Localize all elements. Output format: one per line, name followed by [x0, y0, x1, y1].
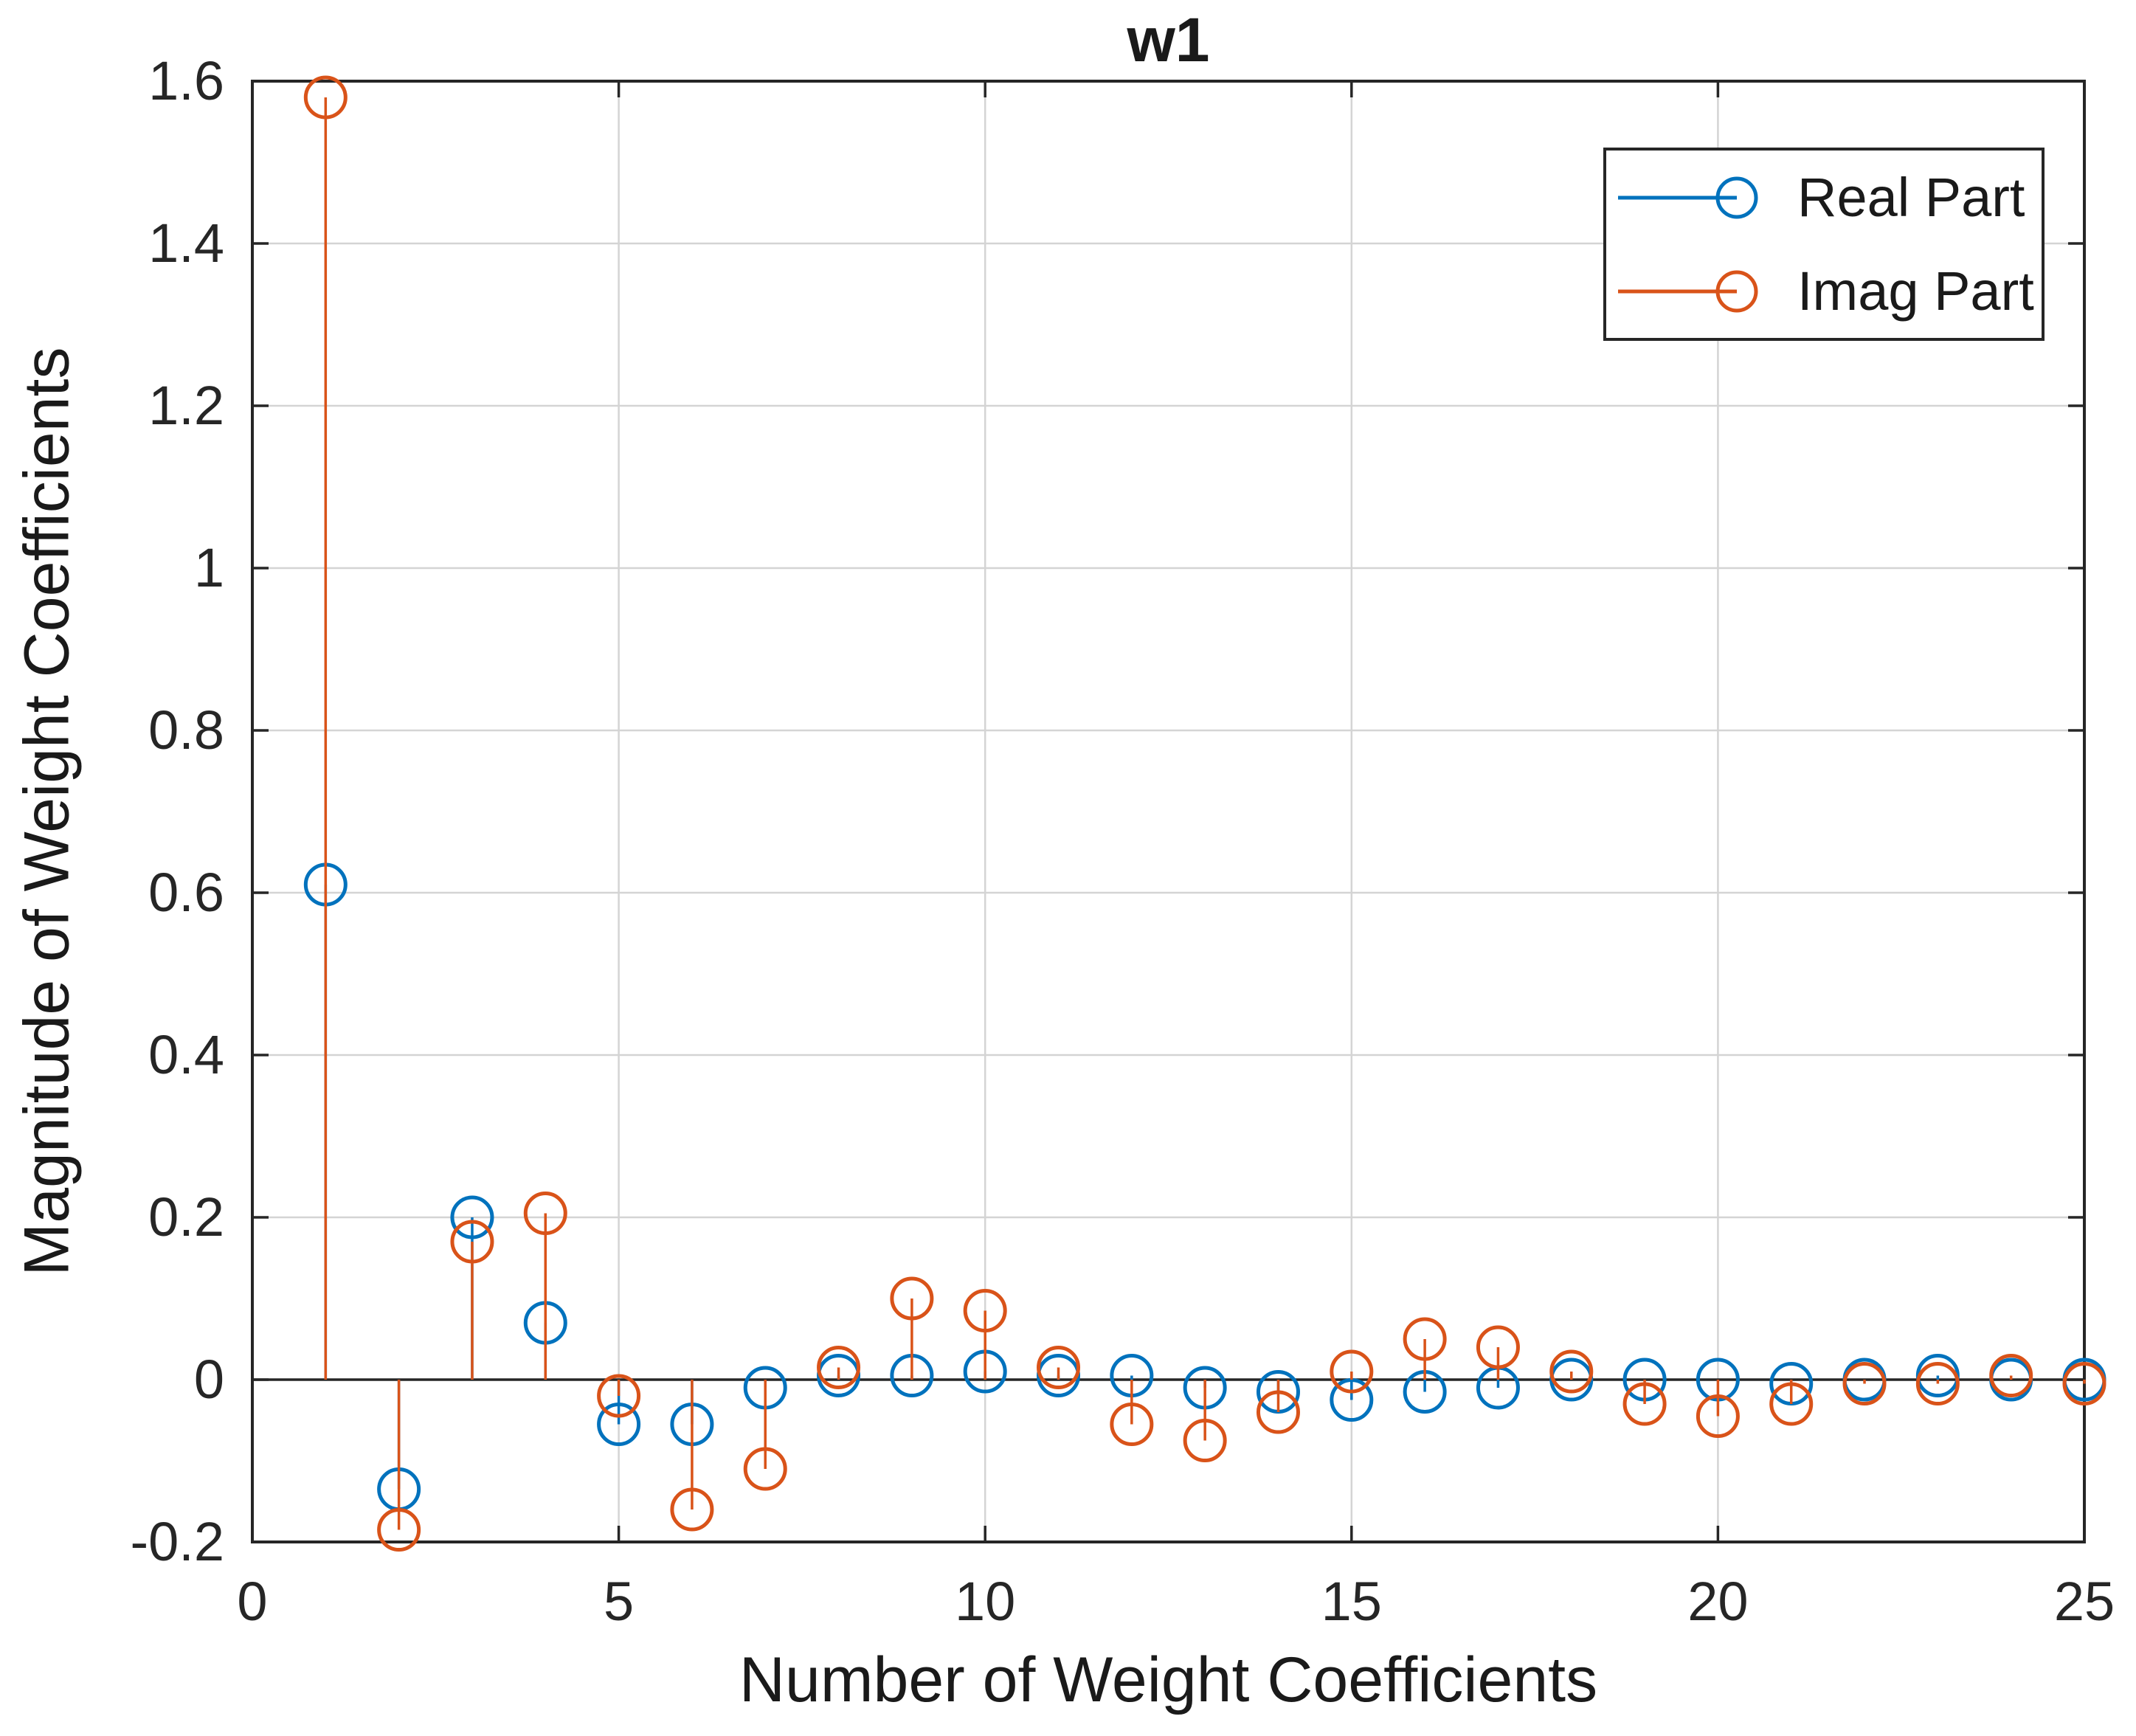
y-tick-label: 1.6 [148, 50, 224, 111]
y-tick-label: 0.6 [148, 862, 224, 923]
stem-marker-imag [1915, 1362, 1960, 1405]
chart-title: w1 [1127, 5, 1210, 75]
stem-marker-imag [817, 1346, 861, 1389]
stem-marker-imag [1110, 1403, 1154, 1446]
stem-marker-imag [1476, 1325, 1520, 1369]
y-tick-label: 0.8 [148, 699, 224, 761]
stem-marker-imag [1037, 1346, 1081, 1389]
x-tick-label: 15 [1321, 1571, 1382, 1632]
legend-label-real: Real Part [1797, 167, 2025, 228]
y-tick-label: 1.4 [148, 212, 224, 274]
stem-marker-imag [1842, 1362, 1887, 1405]
x-tick-label: 20 [1687, 1571, 1749, 1632]
stem-marker-imag [303, 75, 348, 120]
stem-marker-imag [597, 1374, 641, 1418]
stem-marker-imag [2062, 1362, 2106, 1405]
legend-item-imag: Imag Part [1606, 244, 2042, 338]
stem-marker-real [1330, 1378, 1374, 1422]
stem-marker-real [597, 1403, 641, 1446]
stem-marker-imag [1549, 1349, 1594, 1394]
y-tick-label: 0.2 [148, 1186, 224, 1248]
x-tick-label: 25 [2053, 1571, 2115, 1632]
legend: Real Part Imag Part [1603, 148, 2045, 341]
y-tick-label: 1.2 [148, 375, 224, 436]
axes-box [251, 80, 2086, 1543]
stem-marker-imag [1696, 1394, 1740, 1438]
stem-marker-imag [670, 1487, 714, 1532]
stem-marker-imag [1330, 1349, 1374, 1394]
stem-marker-imag [1989, 1354, 2033, 1397]
stem-marker-icon [1618, 270, 1758, 312]
x-tick-label: 5 [604, 1571, 635, 1632]
x-tick-label: 0 [237, 1571, 268, 1632]
stem-marker-imag [1769, 1382, 1814, 1426]
stem-marker-real [450, 1195, 494, 1239]
y-tick-label: -0.2 [130, 1511, 224, 1572]
y-axis-label: Magnitude of Weight Coefficients [11, 347, 83, 1276]
stem-marker-imag [890, 1276, 934, 1321]
legend-item-real: Real Part [1606, 151, 2042, 244]
y-tick-label: 0 [193, 1349, 224, 1410]
stem-marker-imag [743, 1447, 787, 1491]
legend-label-imag: Imag Part [1797, 260, 2034, 322]
y-tick-label: 0.4 [148, 1024, 224, 1085]
stem-marker-imag [450, 1220, 494, 1264]
legend-circle-imag [1715, 270, 1758, 312]
x-axis-label: Number of Weight Coefficients [739, 1645, 1598, 1715]
y-tick-label: 1 [193, 537, 224, 598]
stem-marker-imag [1403, 1317, 1447, 1361]
stem-marker-imag [1183, 1419, 1227, 1462]
stem-marker-icon [1618, 176, 1758, 218]
stem-marker-imag [523, 1192, 567, 1235]
stem-marker-imag [963, 1289, 1007, 1332]
stem-marker-imag [1256, 1390, 1300, 1434]
legend-circle-real [1715, 176, 1758, 218]
stem-marker-imag [1622, 1382, 1667, 1426]
stem-marker-imag [377, 1508, 421, 1552]
x-tick-label: 10 [955, 1571, 1016, 1632]
